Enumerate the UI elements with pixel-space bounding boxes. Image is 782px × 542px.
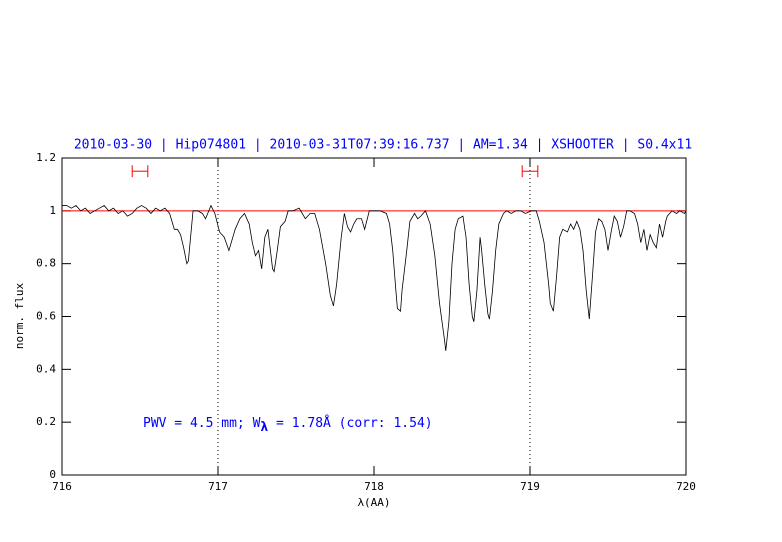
y-axis-label: norm. flux <box>13 283 26 350</box>
annotation-part: λ <box>260 420 268 435</box>
y-tick-label: 0.4 <box>36 362 56 375</box>
x-tick-label: 719 <box>520 480 540 493</box>
spectrum-line <box>62 204 687 351</box>
annotation-part: PWV = 4.5 mm; W <box>143 416 261 431</box>
x-tick-label: 720 <box>676 480 696 493</box>
y-tick-label: 0 <box>49 468 56 481</box>
x-tick-label: 717 <box>208 480 228 493</box>
annotation-part: = 1.78Å (corr: 1.54) <box>268 415 432 431</box>
x-axis-label: λ(AA) <box>357 496 390 509</box>
chart-title: 2010-03-30 | Hip074801 | 2010-03-31T07:3… <box>74 138 692 153</box>
y-tick-label: 0.8 <box>36 257 56 270</box>
x-tick-label: 718 <box>364 480 384 493</box>
y-tick-label: 0.6 <box>36 310 56 323</box>
y-tick-label: 0.2 <box>36 415 56 428</box>
annotation: PWV = 4.5 mm; Wλ = 1.78Å (corr: 1.54) <box>143 415 433 435</box>
y-tick-label: 1.2 <box>36 151 56 164</box>
y-tick-label: 1 <box>49 204 56 217</box>
x-tick-label: 716 <box>52 480 72 493</box>
